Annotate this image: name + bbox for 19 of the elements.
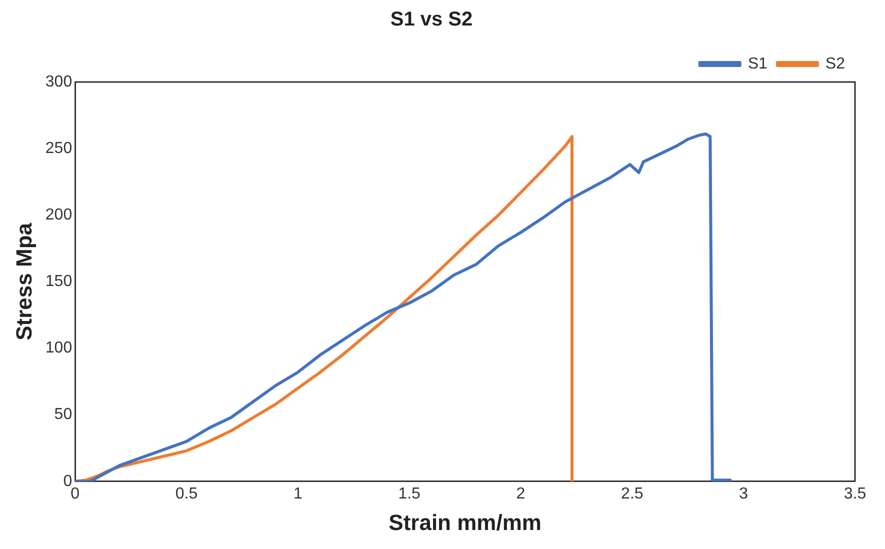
y-tick-label: 0 [63, 472, 72, 490]
y-tick-label: 150 [45, 273, 72, 290]
x-tick-label: 3 [739, 485, 748, 502]
y-tick-label: 200 [45, 206, 72, 224]
legend-label: S2 [825, 55, 846, 72]
x-tick-label: 1.5 [398, 485, 421, 502]
chart-title: S1 vs S2 [390, 8, 473, 31]
x-tick-label: 1 [293, 485, 302, 502]
y-tick-label: 300 [45, 73, 72, 90]
y-tick-label: 100 [45, 340, 72, 357]
x-axis-title: Strain mm/mm [388, 510, 542, 535]
x-tick-label: 3.5 [844, 485, 866, 502]
x-tick-label: 0.5 [175, 485, 198, 502]
x-tick-label: 2 [516, 485, 526, 502]
legend-label: S1 [748, 55, 768, 72]
y-tick-label: 50 [54, 406, 72, 424]
x-tick-label: 2.5 [621, 485, 644, 502]
y-axis-title: Stress Mpa [11, 222, 36, 340]
y-tick-label: 250 [45, 140, 72, 157]
